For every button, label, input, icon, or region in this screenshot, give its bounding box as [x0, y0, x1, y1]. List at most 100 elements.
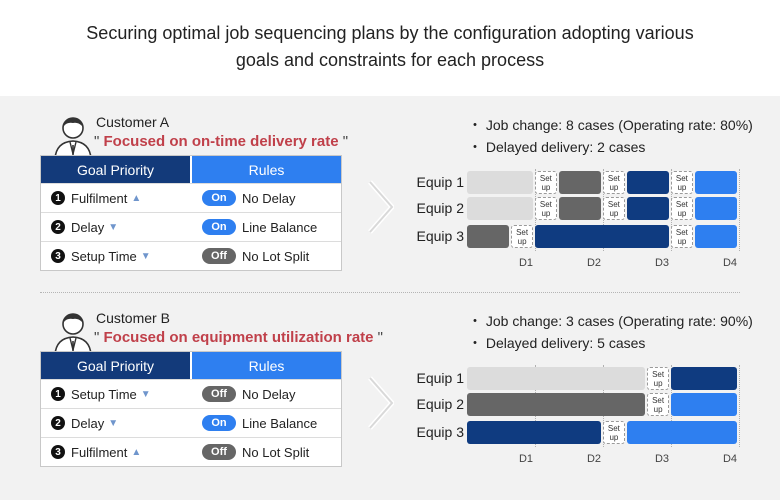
arrow-down-icon: ▼ [140, 250, 151, 262]
off-toggle[interactable]: Off [202, 248, 236, 264]
customer-name: Customer B [96, 310, 170, 326]
job-change-stat: ・ Job change: 8 cases (Operating rate: 8… [468, 117, 753, 133]
customer-focus: " Focused on on-time delivery rate " [94, 133, 349, 150]
gantt-chart: D1 D2 D3 D4 Equip 1 Set up Set up Set up Equip 2 Set… [400, 114, 760, 314]
table-row: 1 Setup Time ▼ Off No Delay [41, 379, 341, 408]
customer-b-section: Customer B " Focused on equipment utiliz… [0, 310, 780, 500]
number-badge: 3 [51, 445, 65, 459]
rule-label: No Lot Split [242, 444, 310, 460]
table-row: 2 Delay ▼ On Line Balance [41, 408, 341, 437]
table-row: 2 Delay ▼ On Line Balance [41, 212, 341, 241]
day-gridline [739, 365, 740, 447]
person-icon [54, 313, 92, 356]
rule-label: No Delay [242, 190, 296, 206]
setup-block: Set up [603, 171, 625, 194]
setup-block: Set up [603, 197, 625, 220]
setup-block: Set up [647, 367, 669, 390]
title-line-1: Securing optimal job sequencing plans by… [86, 23, 694, 43]
setup-text: up [609, 433, 619, 442]
setup-text: Set [652, 370, 665, 379]
goal-priority-header: Goal Priority [41, 352, 190, 379]
table-row: 3 Fulfilment ▲ Off No Lot Split [41, 437, 341, 466]
header-banner [0, 0, 780, 96]
on-toggle[interactable]: On [202, 219, 236, 235]
job-bar-light [467, 171, 533, 194]
setup-text: Set [652, 396, 665, 405]
setup-text: Set [675, 228, 688, 237]
job-bar-blue [694, 225, 737, 248]
job-bar-blue [694, 197, 737, 220]
setup-text: up [677, 209, 687, 218]
job-change-stat: ・ Job change: 3 cases (Operating rate: 9… [468, 313, 753, 329]
customer-a-section: Customer A " Focused on on-time delivery… [0, 114, 780, 314]
goal-label: Fulfilment [71, 444, 128, 460]
table-row: 1 Fulfilment ▲ On No Delay [41, 183, 341, 212]
job-bar-gray [467, 393, 646, 416]
delayed-delivery-stat: ・ Delayed delivery: 5 cases [468, 335, 646, 351]
equip-label: Equip 3 [416, 228, 464, 244]
equip-label: Equip 2 [416, 396, 464, 412]
rules-header: Rules [192, 352, 341, 379]
goal-rules-table: Goal Priority Rules 1 Setup Time ▼ Off No D… [40, 351, 342, 467]
off-toggle[interactable]: Off [202, 386, 236, 402]
setup-text: up [517, 237, 527, 246]
section-divider [40, 292, 740, 293]
job-bar-blue [671, 393, 737, 416]
setup-text: up [653, 405, 663, 414]
setup-text: up [541, 183, 551, 192]
equip-label: Equip 3 [416, 424, 464, 440]
number-badge: 2 [51, 416, 65, 430]
schedule-stats: ・ Job change: 3 cases (Operating rate: 9… [468, 310, 753, 354]
day-label: D3 [654, 453, 670, 465]
day-label: D1 [518, 257, 534, 269]
goal-label: Fulfilment [71, 190, 128, 206]
setup-text: Set [607, 200, 620, 209]
setup-block: Set up [603, 421, 625, 444]
setup-block: Set up [671, 197, 693, 220]
off-toggle[interactable]: Off [202, 444, 236, 460]
job-bar-gray [558, 197, 601, 220]
page-title: Securing optimal job sequencing plans by… [0, 20, 780, 74]
number-badge: 3 [51, 249, 65, 263]
on-toggle[interactable]: On [202, 190, 236, 206]
setup-text: Set [539, 200, 552, 209]
rule-label: Line Balance [242, 219, 318, 235]
setup-text: up [677, 237, 687, 246]
setup-text: Set [675, 174, 688, 183]
arrow-down-icon: ▼ [108, 221, 119, 233]
goal-priority-header: Goal Priority [41, 156, 190, 183]
chevron-right-icon [368, 180, 394, 234]
goal-label: Delay [71, 219, 105, 235]
title-line-2: goals and constraints for each process [235, 50, 545, 70]
setup-text: Set [516, 228, 529, 237]
setup-text: up [609, 183, 619, 192]
job-bar-blue [626, 421, 737, 444]
setup-block: Set up [535, 171, 557, 194]
setup-text: Set [607, 174, 620, 183]
day-label: D4 [722, 257, 738, 269]
job-bar-navy [626, 171, 669, 194]
rule-label: No Lot Split [242, 248, 310, 264]
goal-label: Setup Time [71, 248, 137, 264]
day-label: D2 [586, 453, 602, 465]
arrow-down-icon: ▼ [140, 388, 151, 400]
setup-block: Set up [535, 197, 557, 220]
number-badge: 1 [51, 191, 65, 205]
setup-text: Set [539, 174, 552, 183]
job-bar-gray [558, 171, 601, 194]
job-bar-navy [467, 421, 601, 444]
on-toggle[interactable]: On [202, 415, 236, 431]
setup-text: Set [607, 424, 620, 433]
job-bar-gray [467, 225, 510, 248]
table-row: 3 Setup Time ▼ Off No Lot Split [41, 241, 341, 270]
schedule-stats: ・ Job change: 8 cases (Operating rate: 8… [468, 114, 753, 158]
person-icon [54, 117, 92, 160]
day-label: D3 [654, 257, 670, 269]
setup-block: Set up [671, 225, 693, 248]
setup-text: up [677, 183, 687, 192]
goal-label: Setup Time [71, 386, 137, 402]
equip-label: Equip 1 [416, 370, 464, 386]
number-badge: 2 [51, 220, 65, 234]
equip-label: Equip 1 [416, 174, 464, 190]
